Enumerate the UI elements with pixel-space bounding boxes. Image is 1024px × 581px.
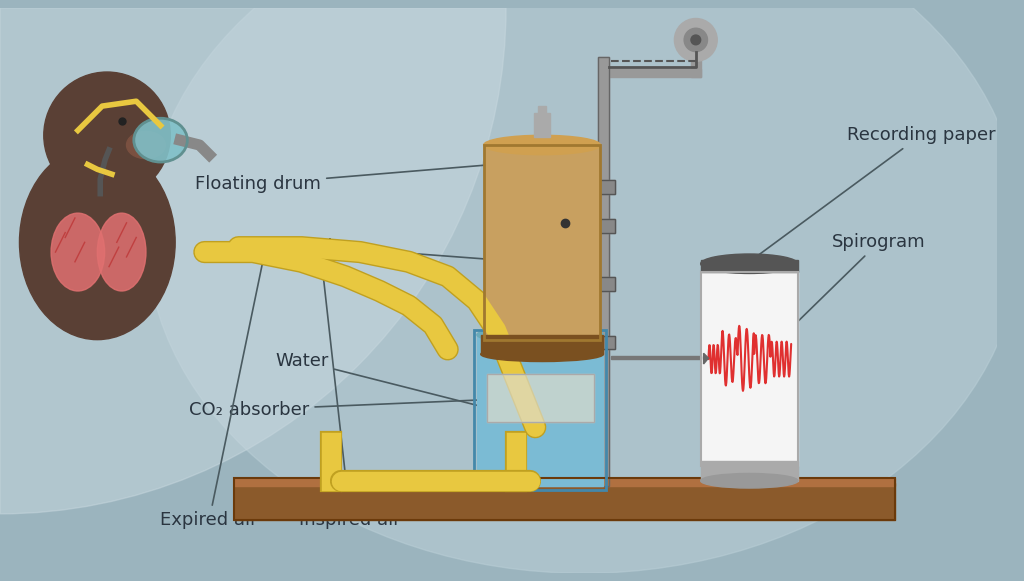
Bar: [592, 180, 615, 193]
Bar: [592, 219, 615, 232]
Bar: [700, 461, 798, 480]
Ellipse shape: [51, 213, 104, 291]
Bar: [592, 277, 615, 291]
Bar: [483, 145, 600, 340]
Text: Air: Air: [315, 238, 520, 261]
Bar: [486, 374, 594, 422]
Ellipse shape: [127, 131, 166, 159]
Circle shape: [44, 72, 170, 199]
Bar: [483, 145, 600, 340]
Circle shape: [675, 19, 717, 62]
Bar: [539, 106, 546, 114]
Bar: [592, 219, 615, 232]
Bar: [486, 374, 594, 422]
Circle shape: [684, 28, 708, 52]
Bar: [611, 356, 700, 359]
Ellipse shape: [134, 119, 187, 162]
Bar: [598, 58, 609, 486]
Ellipse shape: [700, 254, 798, 274]
Text: Floating drum: Floating drum: [196, 164, 490, 193]
Bar: [535, 113, 550, 137]
Bar: [691, 48, 700, 77]
Text: Water: Water: [275, 352, 494, 410]
Bar: [480, 335, 603, 354]
Ellipse shape: [146, 0, 1022, 573]
Ellipse shape: [700, 474, 798, 488]
Bar: [700, 271, 798, 466]
Bar: [592, 180, 615, 193]
Text: Recording paper: Recording paper: [752, 126, 995, 260]
Bar: [592, 336, 615, 349]
Text: Expired air: Expired air: [161, 264, 262, 529]
Ellipse shape: [97, 213, 146, 291]
Bar: [474, 330, 606, 490]
Bar: [700, 271, 798, 466]
Bar: [592, 336, 615, 349]
Bar: [592, 277, 615, 291]
Circle shape: [691, 35, 700, 45]
Bar: [598, 58, 609, 486]
Bar: [233, 478, 895, 486]
Polygon shape: [703, 353, 709, 364]
Ellipse shape: [52, 107, 94, 174]
Bar: [233, 483, 895, 519]
Bar: [603, 69, 700, 77]
Bar: [233, 478, 895, 519]
Text: Inspired air: Inspired air: [299, 260, 401, 529]
Ellipse shape: [19, 145, 175, 340]
Text: Spirogram: Spirogram: [752, 234, 926, 367]
Ellipse shape: [480, 347, 603, 361]
Bar: [700, 260, 798, 271]
Bar: [477, 335, 603, 486]
Ellipse shape: [477, 326, 603, 343]
Ellipse shape: [483, 135, 600, 155]
Wedge shape: [0, 8, 506, 514]
Text: CO₂ absorber: CO₂ absorber: [189, 398, 522, 419]
